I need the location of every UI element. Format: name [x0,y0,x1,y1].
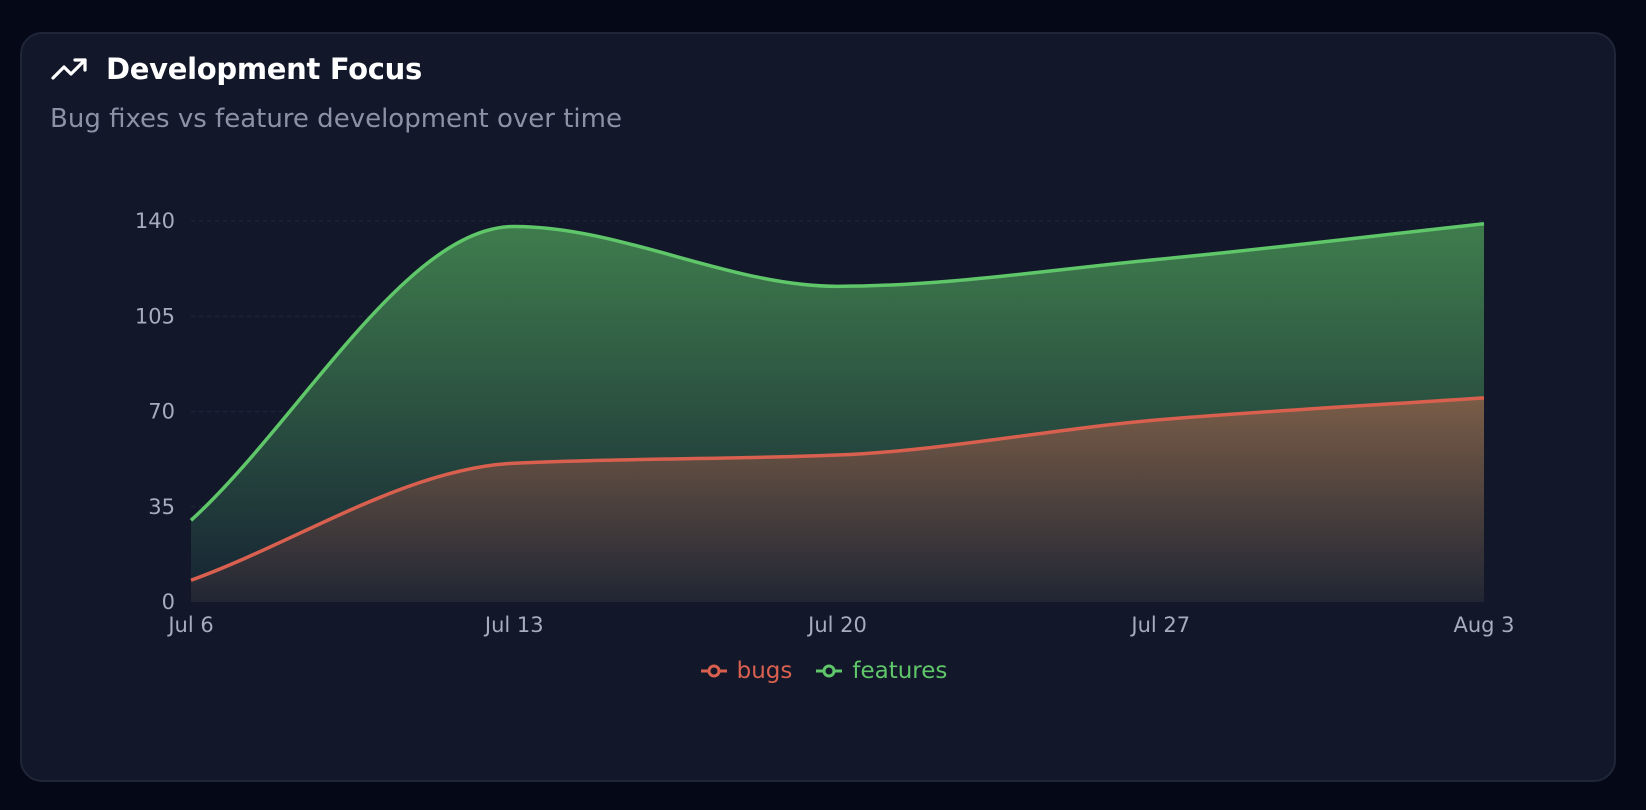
legend-item-features[interactable]: features [814,658,947,684]
y-tick-label: 105 [135,304,175,328]
legend-label: features [852,658,948,684]
x-tick-label: Aug 3 [1453,613,1514,637]
chart-legend: bugs features [0,658,1646,684]
x-tick-label: Jul 6 [166,613,213,637]
y-tick-label: 0 [162,590,175,614]
y-tick-label: 35 [148,495,175,519]
chart-subtitle: Bug fixes vs feature development over ti… [50,104,622,134]
x-tick-label: Jul 13 [483,613,544,637]
x-tick-label: Jul 20 [806,613,867,637]
features-area [191,223,1484,581]
trending-up-icon [50,54,90,84]
legend-item-bugs[interactable]: bugs [699,658,793,684]
bugs-line [190,396,1485,582]
bugs-area [191,397,1484,602]
y-tick-label: 70 [148,400,175,424]
y-tick-label: 140 [135,209,175,233]
x-tick-label: Jul 27 [1129,613,1190,637]
chart-title: Development Focus [106,52,422,86]
legend-line-dot-icon [816,664,843,678]
features-line [189,221,1485,522]
card-header: Development Focus [50,52,422,86]
legend-line-dot-icon [700,664,727,678]
legend-label: bugs [736,658,793,684]
